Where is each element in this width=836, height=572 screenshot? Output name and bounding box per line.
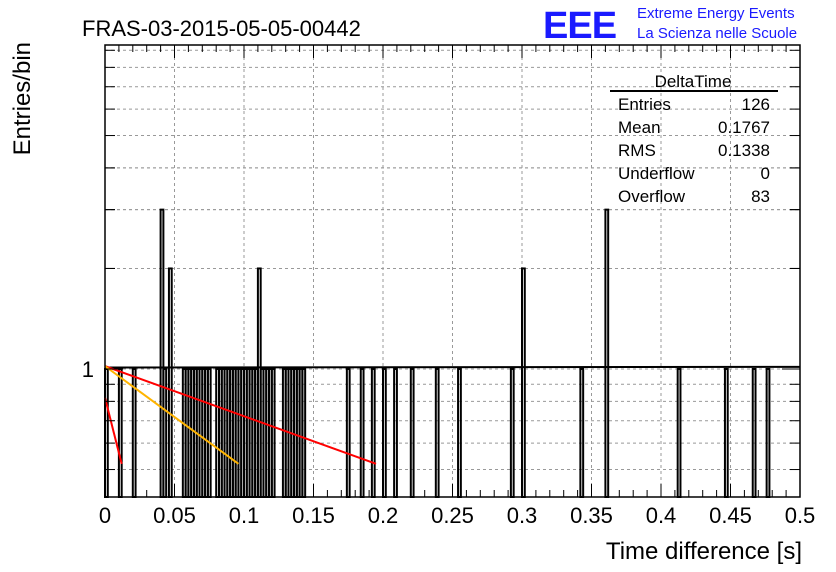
grid <box>105 45 800 497</box>
stats-header: DeltaTime <box>655 72 732 91</box>
x-tick-label: 0.15 <box>292 503 335 528</box>
x-tick-label: 0.45 <box>709 503 752 528</box>
axes: 0 0.05 0.1 0.15 0.2 0.25 0.3 0.35 0.4 0.45 0.5 1 <box>82 44 816 528</box>
histogram-bar <box>117 368 123 498</box>
stats-label: Underflow <box>618 164 695 183</box>
histogram-bar <box>457 368 462 498</box>
histogram-bar <box>723 368 729 498</box>
logo-line2: La Scienza nelle Scuole <box>637 25 797 42</box>
histogram-bar <box>345 368 351 498</box>
stats-value: 126 <box>742 95 770 114</box>
x-tick-label: 0.1 <box>229 503 260 528</box>
histogram-bar <box>765 368 771 498</box>
stats-label: RMS <box>618 141 656 160</box>
histogram-bar <box>579 368 585 498</box>
histogram-bar <box>359 368 365 498</box>
x-tick-label: 0.05 <box>153 503 196 528</box>
histogram-bars <box>104 208 771 499</box>
stats-label: Entries <box>618 95 671 114</box>
histogram-bar <box>167 267 173 499</box>
logo-line1: Extreme Energy Events <box>637 5 795 22</box>
fit-line <box>104 365 801 369</box>
histogram-bar <box>604 208 610 498</box>
x-tick-label: 0.2 <box>368 503 399 528</box>
stats-label: Mean <box>618 118 661 137</box>
stats-value: 83 <box>751 187 770 206</box>
x-tick-label: 0 <box>99 503 111 528</box>
histogram-bar <box>370 368 376 498</box>
eee-logo: EEE Extreme Energy Events La Scienza nel… <box>543 5 797 47</box>
x-tick-label: 0.4 <box>646 503 677 528</box>
x-tick-label: 0.25 <box>431 503 474 528</box>
logo-letters: EEE <box>543 5 616 47</box>
histogram-bar <box>751 368 757 498</box>
x-tick-label: 0.5 <box>785 503 816 528</box>
y-axis-label: Entries/bin <box>9 42 36 155</box>
stats-label: Overflow <box>618 187 686 206</box>
x-tick-label: 0.3 <box>507 503 538 528</box>
stats-value: 0.1338 <box>718 141 770 160</box>
histogram-bar <box>206 368 212 498</box>
histogram-bar <box>382 368 387 498</box>
fit-line <box>104 365 377 465</box>
fit-lines <box>104 365 801 465</box>
stats-box: DeltaTime Entries 126 Mean 0.1767 RMS 0.1338 U… <box>610 72 778 206</box>
histogram-bar <box>409 368 415 498</box>
fit-line <box>104 397 123 465</box>
histogram-bar <box>434 368 440 498</box>
x-tick-label: 0.35 <box>570 503 613 528</box>
histogram-bar <box>676 368 682 498</box>
histogram-bar <box>393 368 398 498</box>
fit-line <box>104 365 240 465</box>
histogram-bar <box>270 368 276 498</box>
histogram-bar <box>301 368 307 498</box>
x-axis-label: Time difference [s] <box>606 538 802 565</box>
y-tick-label: 1 <box>82 357 94 382</box>
stats-value: 0 <box>761 164 770 183</box>
histogram-bar <box>521 267 526 499</box>
histogram-bar <box>509 368 515 498</box>
chart-title: FRAS-03-2015-05-05-00442 <box>82 16 361 41</box>
stats-value: 0.1767 <box>718 118 770 137</box>
